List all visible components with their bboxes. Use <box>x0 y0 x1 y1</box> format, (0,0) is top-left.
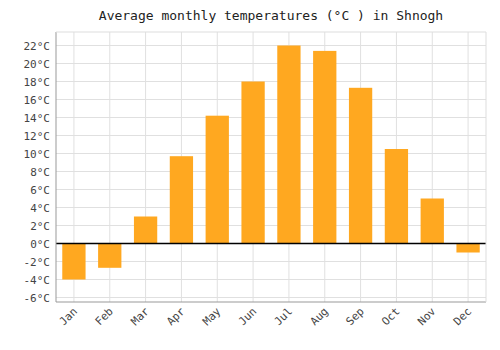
bar <box>313 51 336 244</box>
x-tick-label: Apr <box>164 305 188 329</box>
bar <box>98 244 121 268</box>
x-tick-label: Jun <box>236 305 259 328</box>
y-tick-label: -6°C <box>24 292 51 305</box>
y-tick-label: 20°C <box>24 58 51 71</box>
y-tick-label: 4°C <box>30 202 50 215</box>
x-tick-label: Feb <box>93 305 116 328</box>
y-tick-label: -2°C <box>24 256 51 269</box>
x-tick-label: Nov <box>415 305 439 329</box>
plot-frame-right <box>486 32 487 302</box>
bar <box>241 82 264 244</box>
x-tick-label: Mar <box>128 305 152 329</box>
zero-line <box>56 243 486 244</box>
y-tick-label: 6°C <box>30 184 50 197</box>
x-tick-label: Sep <box>343 305 366 328</box>
y-tick-label: 12°C <box>24 130 51 143</box>
x-grid-line <box>145 32 146 302</box>
y-grid-line <box>56 153 486 154</box>
y-axis-line <box>56 32 57 302</box>
bars <box>62 46 479 280</box>
y-grid-line <box>56 117 486 118</box>
bar <box>206 116 229 244</box>
y-grid-line <box>56 279 486 280</box>
y-tick-label: 22°C <box>24 40 51 53</box>
bar <box>385 149 408 244</box>
bar <box>277 46 300 244</box>
y-tick-label: 8°C <box>30 166 50 179</box>
y-grid-line <box>56 297 486 298</box>
y-grid-line <box>56 243 486 244</box>
y-grid-line <box>56 189 486 190</box>
bar <box>349 88 372 244</box>
y-grid-line <box>56 63 486 64</box>
plot-frame-top <box>56 32 486 33</box>
y-tick-label: 2°C <box>30 220 50 233</box>
x-grid-line <box>432 32 433 302</box>
bar <box>456 244 479 253</box>
y-grid-line <box>56 45 486 46</box>
bar <box>62 244 85 280</box>
y-tick-label: 0°C <box>30 238 50 251</box>
x-tick-label: Oct <box>379 305 402 328</box>
x-tick-label: Aug <box>308 305 331 328</box>
y-tick-label: 14°C <box>24 112 51 125</box>
x-grid-line <box>468 32 469 302</box>
y-grid-line <box>56 81 486 82</box>
y-tick-label: 10°C <box>24 148 51 161</box>
y-grid-line <box>56 135 486 136</box>
chart-svg: Average monthly temperatures (°C ) in Sh… <box>0 0 500 350</box>
bar <box>134 217 157 244</box>
bar <box>421 199 444 244</box>
x-tick-label: Jan <box>57 305 80 328</box>
x-tick-label: May <box>200 305 224 329</box>
y-grid-line <box>56 99 486 100</box>
chart-container: Average monthly temperatures (°C ) in Sh… <box>0 0 500 350</box>
x-axis-line <box>56 302 486 303</box>
y-grid-line <box>56 171 486 172</box>
y-tick-label: 18°C <box>24 76 51 89</box>
title: Average monthly temperatures (°C ) in Sh… <box>99 8 443 23</box>
y-tick-label: 16°C <box>24 94 51 107</box>
bar <box>170 156 193 243</box>
grid <box>56 32 486 302</box>
y-tick-label: -4°C <box>24 274 51 287</box>
x-tick-label: Dec <box>451 305 474 328</box>
x-tick-label: Jul <box>272 305 295 328</box>
